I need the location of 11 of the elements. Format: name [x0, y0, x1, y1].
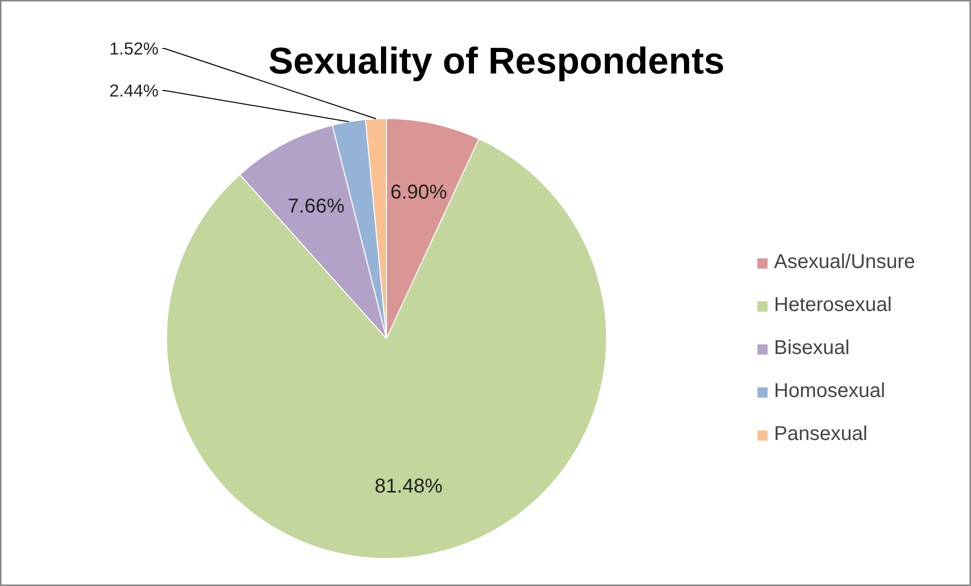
chart-title: Sexuality of Respondents	[268, 40, 725, 82]
data-label: 6.90%	[390, 181, 448, 204]
data-label: 81.48%	[374, 475, 443, 498]
data-label: 7.66%	[288, 195, 345, 218]
legend-label: Pansexual	[774, 423, 868, 446]
data-label: 1.52%	[109, 38, 159, 58]
legend-label: Asexual/Unsure	[774, 251, 916, 274]
legend-label: Heterosexual	[774, 294, 892, 317]
legend-label: Homosexual	[774, 380, 886, 403]
data-label: 2.44%	[109, 80, 159, 100]
legend-label: Bisexual	[774, 337, 850, 360]
